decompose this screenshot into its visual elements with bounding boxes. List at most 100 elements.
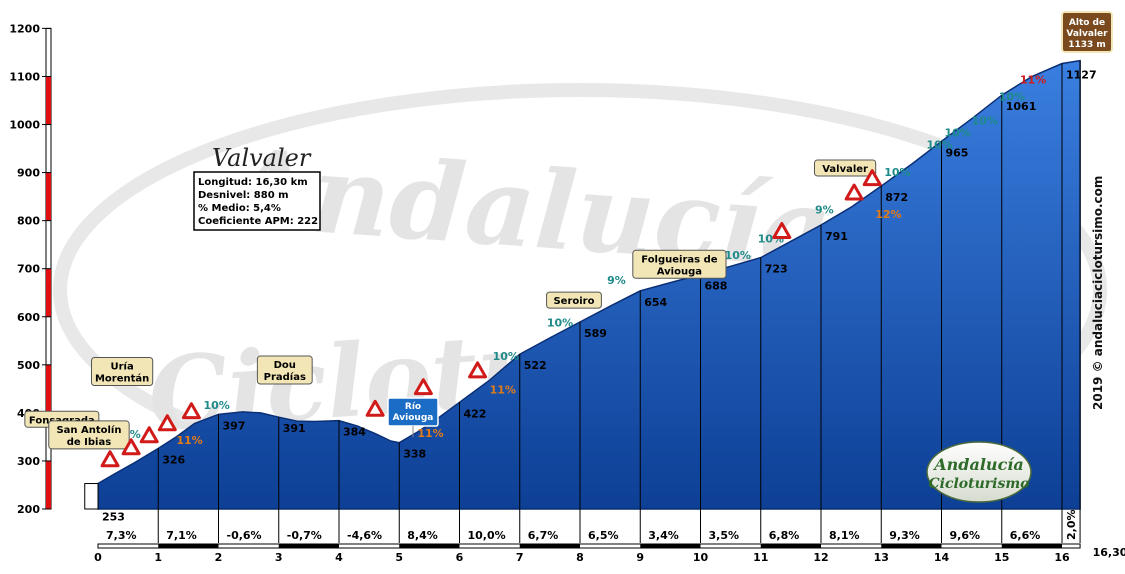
gradient-callout: 11% [1020,74,1046,87]
warning-triangle-icon [181,402,201,420]
y-axis-band [46,364,51,413]
segment-gradient: -0,6% [227,529,262,542]
segment-gradient: 6,8% [769,529,800,542]
elevation-label: 384 [343,426,366,439]
gradient-callout: 10% [203,399,229,412]
x-axis-band [519,544,580,548]
elevation-label: 253 [102,511,125,524]
warning-triangle-icon [468,361,488,379]
x-axis-bar [97,543,1081,549]
y-axis-band [46,268,51,317]
place-sign [256,355,313,385]
segment-gradient: 7,1% [166,529,197,542]
y-tick-label: 800 [17,215,40,228]
elevation-label: 723 [765,263,788,276]
x-tick-label: 5 [395,551,403,564]
gradient-callout: 9% [607,274,626,287]
summit-line-3: 1133 m [1068,40,1106,50]
annotations: 9%10%11%11%11%10%10%9%10%10%9% 12%10%10%1… [24,74,1046,468]
gradient-callout: 10% [945,127,971,140]
warning-triangle-icon [100,450,120,468]
stat-avg-gradient: % Medio: 5,4% [198,203,281,214]
x-axis: 0 1 2 3 4 5 6 7 8 9 10 11 12 13 14 15 16 16,30 [94,543,1125,564]
stat-apm: Coeficiente APM: 222 [198,216,318,227]
x-tick-label: 1 [154,551,162,564]
elevation-label: 688 [705,279,728,292]
warning-triangle-icon [772,221,792,239]
y-tick-label: 300 [17,455,40,468]
elevation-label: 422 [464,407,487,420]
gradient-callout: 10% [926,139,952,152]
warning-triangle-icon [862,169,882,187]
segment-gradient: 9,6% [950,529,981,542]
place-label: Pradías [264,371,306,383]
elevation-label: 338 [403,448,426,461]
chart-title: Valvaler [212,144,312,172]
segment-gradient: 6,5% [588,529,619,542]
segment-gradient: 7,3% [106,529,137,542]
segment-gradient: 6,7% [528,529,559,542]
y-axis: 200300400500600700800900100011001200 [9,22,52,516]
summit-sign: Alto de Valvaler 1133 m [1061,11,1113,53]
place-label: Valvaler [822,164,868,175]
x-axis-band [1001,544,1062,548]
x-end-label: 16,30 [1093,546,1125,559]
warning-triangle-icon [844,183,864,201]
segment-gradient: -4,6% [347,529,382,542]
segment-gradient: 6,6% [1010,529,1041,542]
credit-text: 2019 © andaluciaciclotursimo.com [1091,176,1105,410]
segment-gradient: 2,0% [1065,509,1078,540]
x-tick-label: 6 [456,551,464,564]
elevation-label: 654 [644,296,667,309]
gradient-callout: 11% [176,434,202,447]
segment-gradient: 3,5% [709,529,740,542]
y-tick-label: 200 [17,503,40,516]
summit-line-1: Alto de [1069,18,1105,28]
summit-line-2: Valvaler [1066,29,1108,39]
place-sign [546,291,602,309]
x-axis-band [760,544,821,548]
x-tick-label: 10 [693,551,709,564]
elevation-label: 965 [946,146,969,159]
x-tick-label: 12 [813,551,828,564]
y-tick-label: 500 [17,359,40,372]
segment-gradient: 9,3% [889,529,920,542]
warning-triangle-icon [121,438,141,456]
elevation-label: 1127 [1066,68,1097,81]
elevation-label: 397 [223,419,246,432]
segment-gradient: -0,7% [287,529,322,542]
x-axis-band [399,544,460,548]
stat-climb: Desnivel: 880 m [198,190,289,201]
y-axis-band [46,76,51,125]
place-label: Folgueiras de [641,254,717,265]
logo: Andalucía Cicloturismo [926,441,1032,503]
segment-gradient: 10,0% [468,529,506,542]
place-label: Aviouga [657,266,702,277]
x-tick-label: 8 [576,551,584,564]
segment-gradient: 3,4% [648,529,679,542]
gradient-callout: 10% [972,115,998,128]
x-tick-label: 11 [753,551,768,564]
x-axis-band [158,544,219,548]
place-sign [48,420,130,450]
y-tick-label: 900 [17,167,40,180]
gradient-callout: 9% [815,203,834,216]
x-tick-label: 16 [1054,551,1070,564]
warning-triangle-icon [365,399,385,417]
gradient-callout: 10% [884,166,910,179]
gradient-callout: 10% [547,316,573,329]
place-label: Seroiro [553,296,594,307]
place-sign [632,249,727,279]
stats-box [193,171,321,231]
x-tick-label: 13 [874,551,889,564]
y-tick-label: 700 [17,263,40,276]
elevation-label: 589 [584,327,607,340]
place-sign [91,356,154,386]
elevation-label: 872 [885,191,908,204]
profile-fill [97,59,1081,510]
gradient-callout: 11% [417,427,443,440]
y-tick-label: 600 [17,311,40,324]
x-tick-label: 2 [215,551,223,564]
x-tick-label: 4 [335,551,343,564]
warning-triangle-icon [413,378,433,396]
